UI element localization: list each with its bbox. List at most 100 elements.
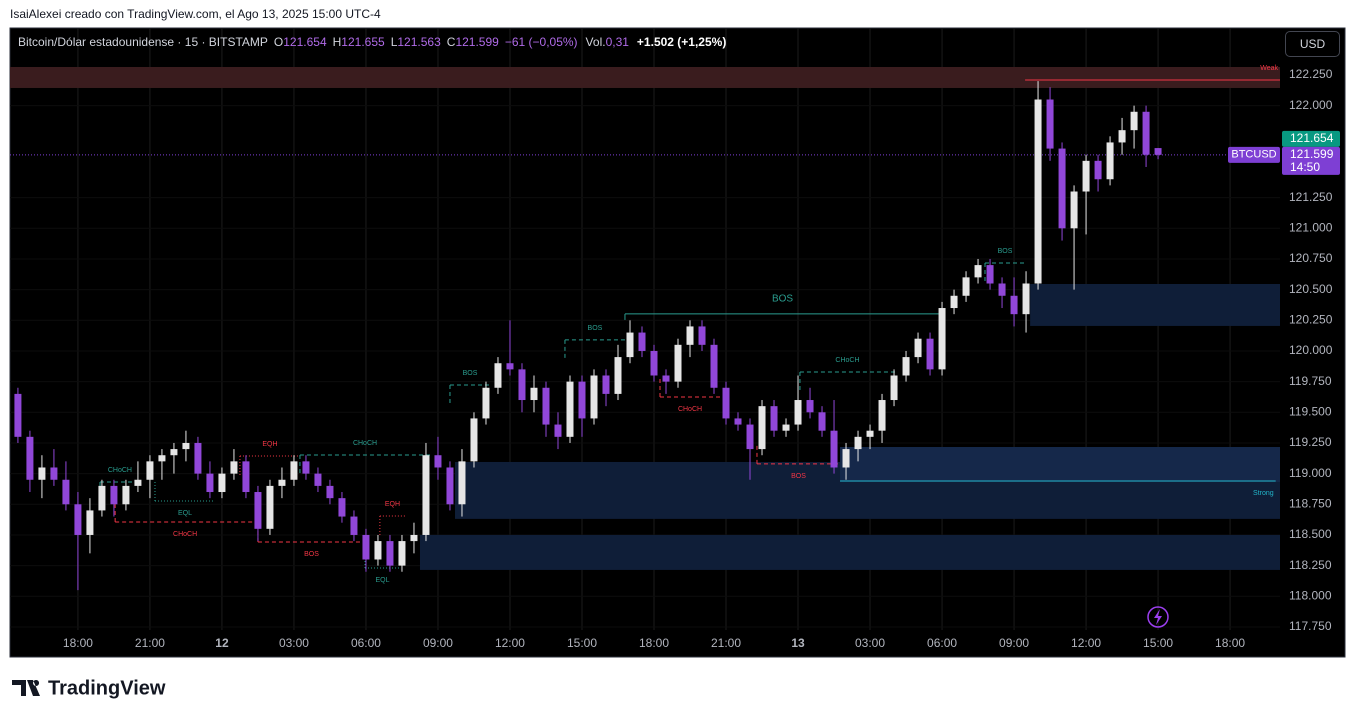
- candle-body: [326, 485, 334, 499]
- x-tick-label: 18:00: [63, 636, 93, 650]
- candle-body: [950, 295, 958, 309]
- candle-body: [206, 473, 214, 493]
- candle-body: [50, 467, 58, 480]
- y-tick-label: 122.250: [1289, 67, 1333, 81]
- x-tick-label: 21:00: [135, 636, 165, 650]
- y-tick-label: 120.500: [1289, 282, 1333, 296]
- candle-body: [962, 277, 970, 296]
- x-tick-label: 12:00: [495, 636, 525, 650]
- candle-body: [1082, 160, 1090, 192]
- structure-label: EQH: [262, 441, 277, 448]
- candle-body: [1130, 111, 1138, 131]
- candle-body: [614, 357, 622, 394]
- candle-body: [998, 283, 1006, 296]
- y-tick-label: 121.250: [1289, 190, 1333, 204]
- candle-body: [182, 442, 190, 450]
- zone: [840, 447, 1280, 482]
- structure-label: BOS: [304, 551, 319, 558]
- structure-label: Weak: [1260, 65, 1278, 72]
- y-tick-label: 118.000: [1289, 588, 1332, 602]
- y-tick-label: 119.250: [1289, 435, 1332, 449]
- candle-body: [674, 344, 682, 382]
- structure-label: EQL: [178, 510, 192, 517]
- candle-body: [806, 400, 814, 413]
- candle-body: [914, 338, 922, 358]
- change: −61 (−0,05%): [504, 35, 578, 49]
- candle-body: [26, 436, 34, 480]
- low-label: L: [390, 35, 398, 49]
- price-tag: [1282, 130, 1340, 147]
- candle-body: [1022, 283, 1030, 315]
- structure-label: CHoCH: [835, 357, 859, 364]
- candle-body: [410, 534, 418, 542]
- candle-body: [590, 375, 598, 419]
- candle-body: [98, 485, 106, 511]
- x-tick-label: 09:00: [423, 636, 453, 650]
- candle-body: [830, 430, 838, 468]
- x-tick-label: 12: [215, 636, 229, 650]
- candle-body: [350, 516, 358, 535]
- candle-body: [218, 473, 226, 493]
- logo-mark: [12, 680, 40, 696]
- candle-body: [110, 485, 118, 505]
- plot: 18:00 21:00 12 03:00 06:00 09:00 12:00 15:00 18:…: [10, 28, 1340, 650]
- structure-label: EQL: [376, 577, 390, 584]
- price-tag-label: 121.654: [1290, 131, 1334, 145]
- candle-body: [422, 455, 430, 535]
- candle-body: [194, 442, 202, 474]
- candle-body: [494, 363, 502, 388]
- symbol-tag: [1228, 146, 1280, 163]
- candle-body: [458, 461, 466, 505]
- symbol-legend: Bitcoin/Dólar estadounidense · 15 · BITS…: [18, 35, 726, 49]
- logo-text: TradingView: [48, 677, 166, 699]
- y-tick-label: 121.000: [1289, 220, 1333, 234]
- caption: IsaiAlexei creado con TradingView.com, e…: [10, 7, 381, 21]
- candle-body: [554, 424, 562, 437]
- candle-body: [314, 473, 322, 486]
- candle-body: [818, 412, 826, 431]
- price-tag-countdown: 14:50: [1290, 160, 1320, 174]
- candle-body: [1142, 111, 1150, 155]
- candle-body: [158, 455, 166, 462]
- candle-body: [638, 332, 646, 351]
- candle-body: [86, 510, 94, 535]
- candle-body: [170, 449, 178, 456]
- candle-body: [986, 265, 994, 284]
- candle-body: [278, 479, 286, 486]
- candle-body: [866, 430, 874, 437]
- candle-body: [242, 461, 250, 493]
- candle-body: [290, 461, 298, 480]
- candle-body: [74, 504, 82, 535]
- high-label: H: [332, 35, 342, 49]
- candle-body: [878, 400, 886, 431]
- y-tick-label: 119.000: [1289, 466, 1332, 480]
- candle-body: [1058, 148, 1066, 229]
- x-tick-label: 03:00: [855, 636, 885, 650]
- candle-body: [1106, 142, 1114, 180]
- candle-body: [734, 418, 742, 425]
- zone: [419, 534, 1280, 570]
- candle-body: [662, 375, 670, 382]
- candle-body: [266, 485, 274, 529]
- symbol: Bitcoin/Dólar estadounidense · 15 · BITS…: [18, 35, 268, 49]
- volume-label: Vol.: [585, 35, 606, 49]
- currency-button[interactable]: USD: [1285, 31, 1340, 57]
- structure-label: CHoCH: [173, 531, 197, 538]
- candle-body: [542, 387, 550, 425]
- candle-body: [482, 387, 490, 419]
- x-tick-label: 12:00: [1071, 636, 1101, 650]
- high: 121.655: [341, 35, 385, 49]
- candle-body: [602, 375, 610, 394]
- price-tag-label: 121.599: [1290, 147, 1334, 161]
- candle-body: [518, 369, 526, 401]
- y-tick-label: 120.250: [1289, 312, 1333, 326]
- y-tick-label: 119.750: [1289, 374, 1332, 388]
- candle-body: [146, 461, 154, 480]
- candle-body: [650, 350, 658, 376]
- candle-body: [902, 357, 910, 376]
- x-tick-label: 06:00: [351, 636, 381, 650]
- candle-body: [62, 479, 70, 505]
- structure-label: BOS: [588, 325, 603, 332]
- candle-body: [302, 461, 310, 474]
